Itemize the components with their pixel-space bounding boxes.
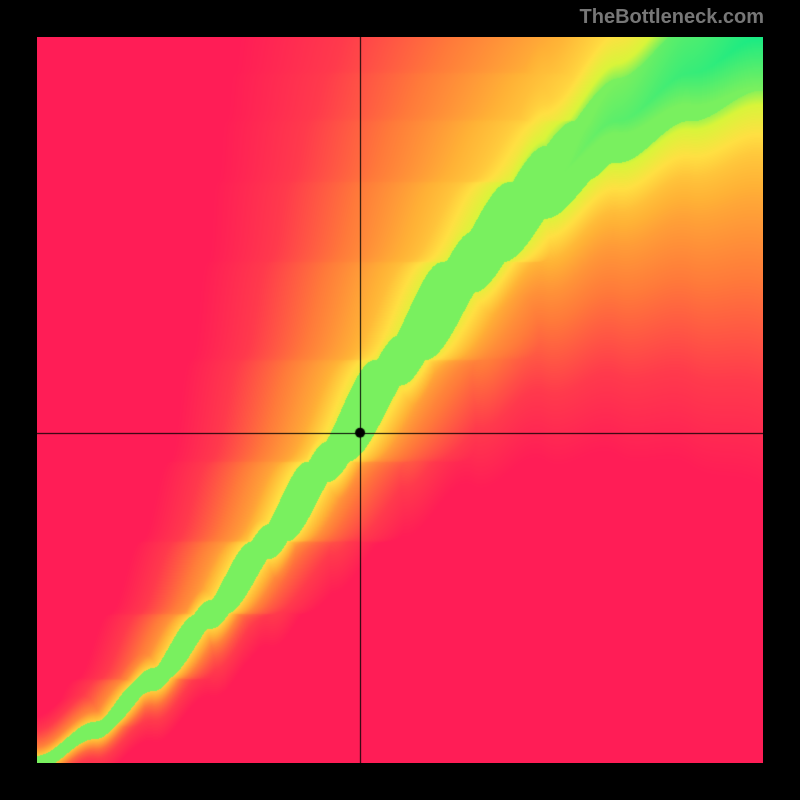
bottleneck-heatmap bbox=[37, 37, 763, 763]
watermark-text: TheBottleneck.com bbox=[580, 6, 764, 29]
chart-container: { "watermark": { "text": "TheBottleneck.… bbox=[0, 0, 800, 800]
